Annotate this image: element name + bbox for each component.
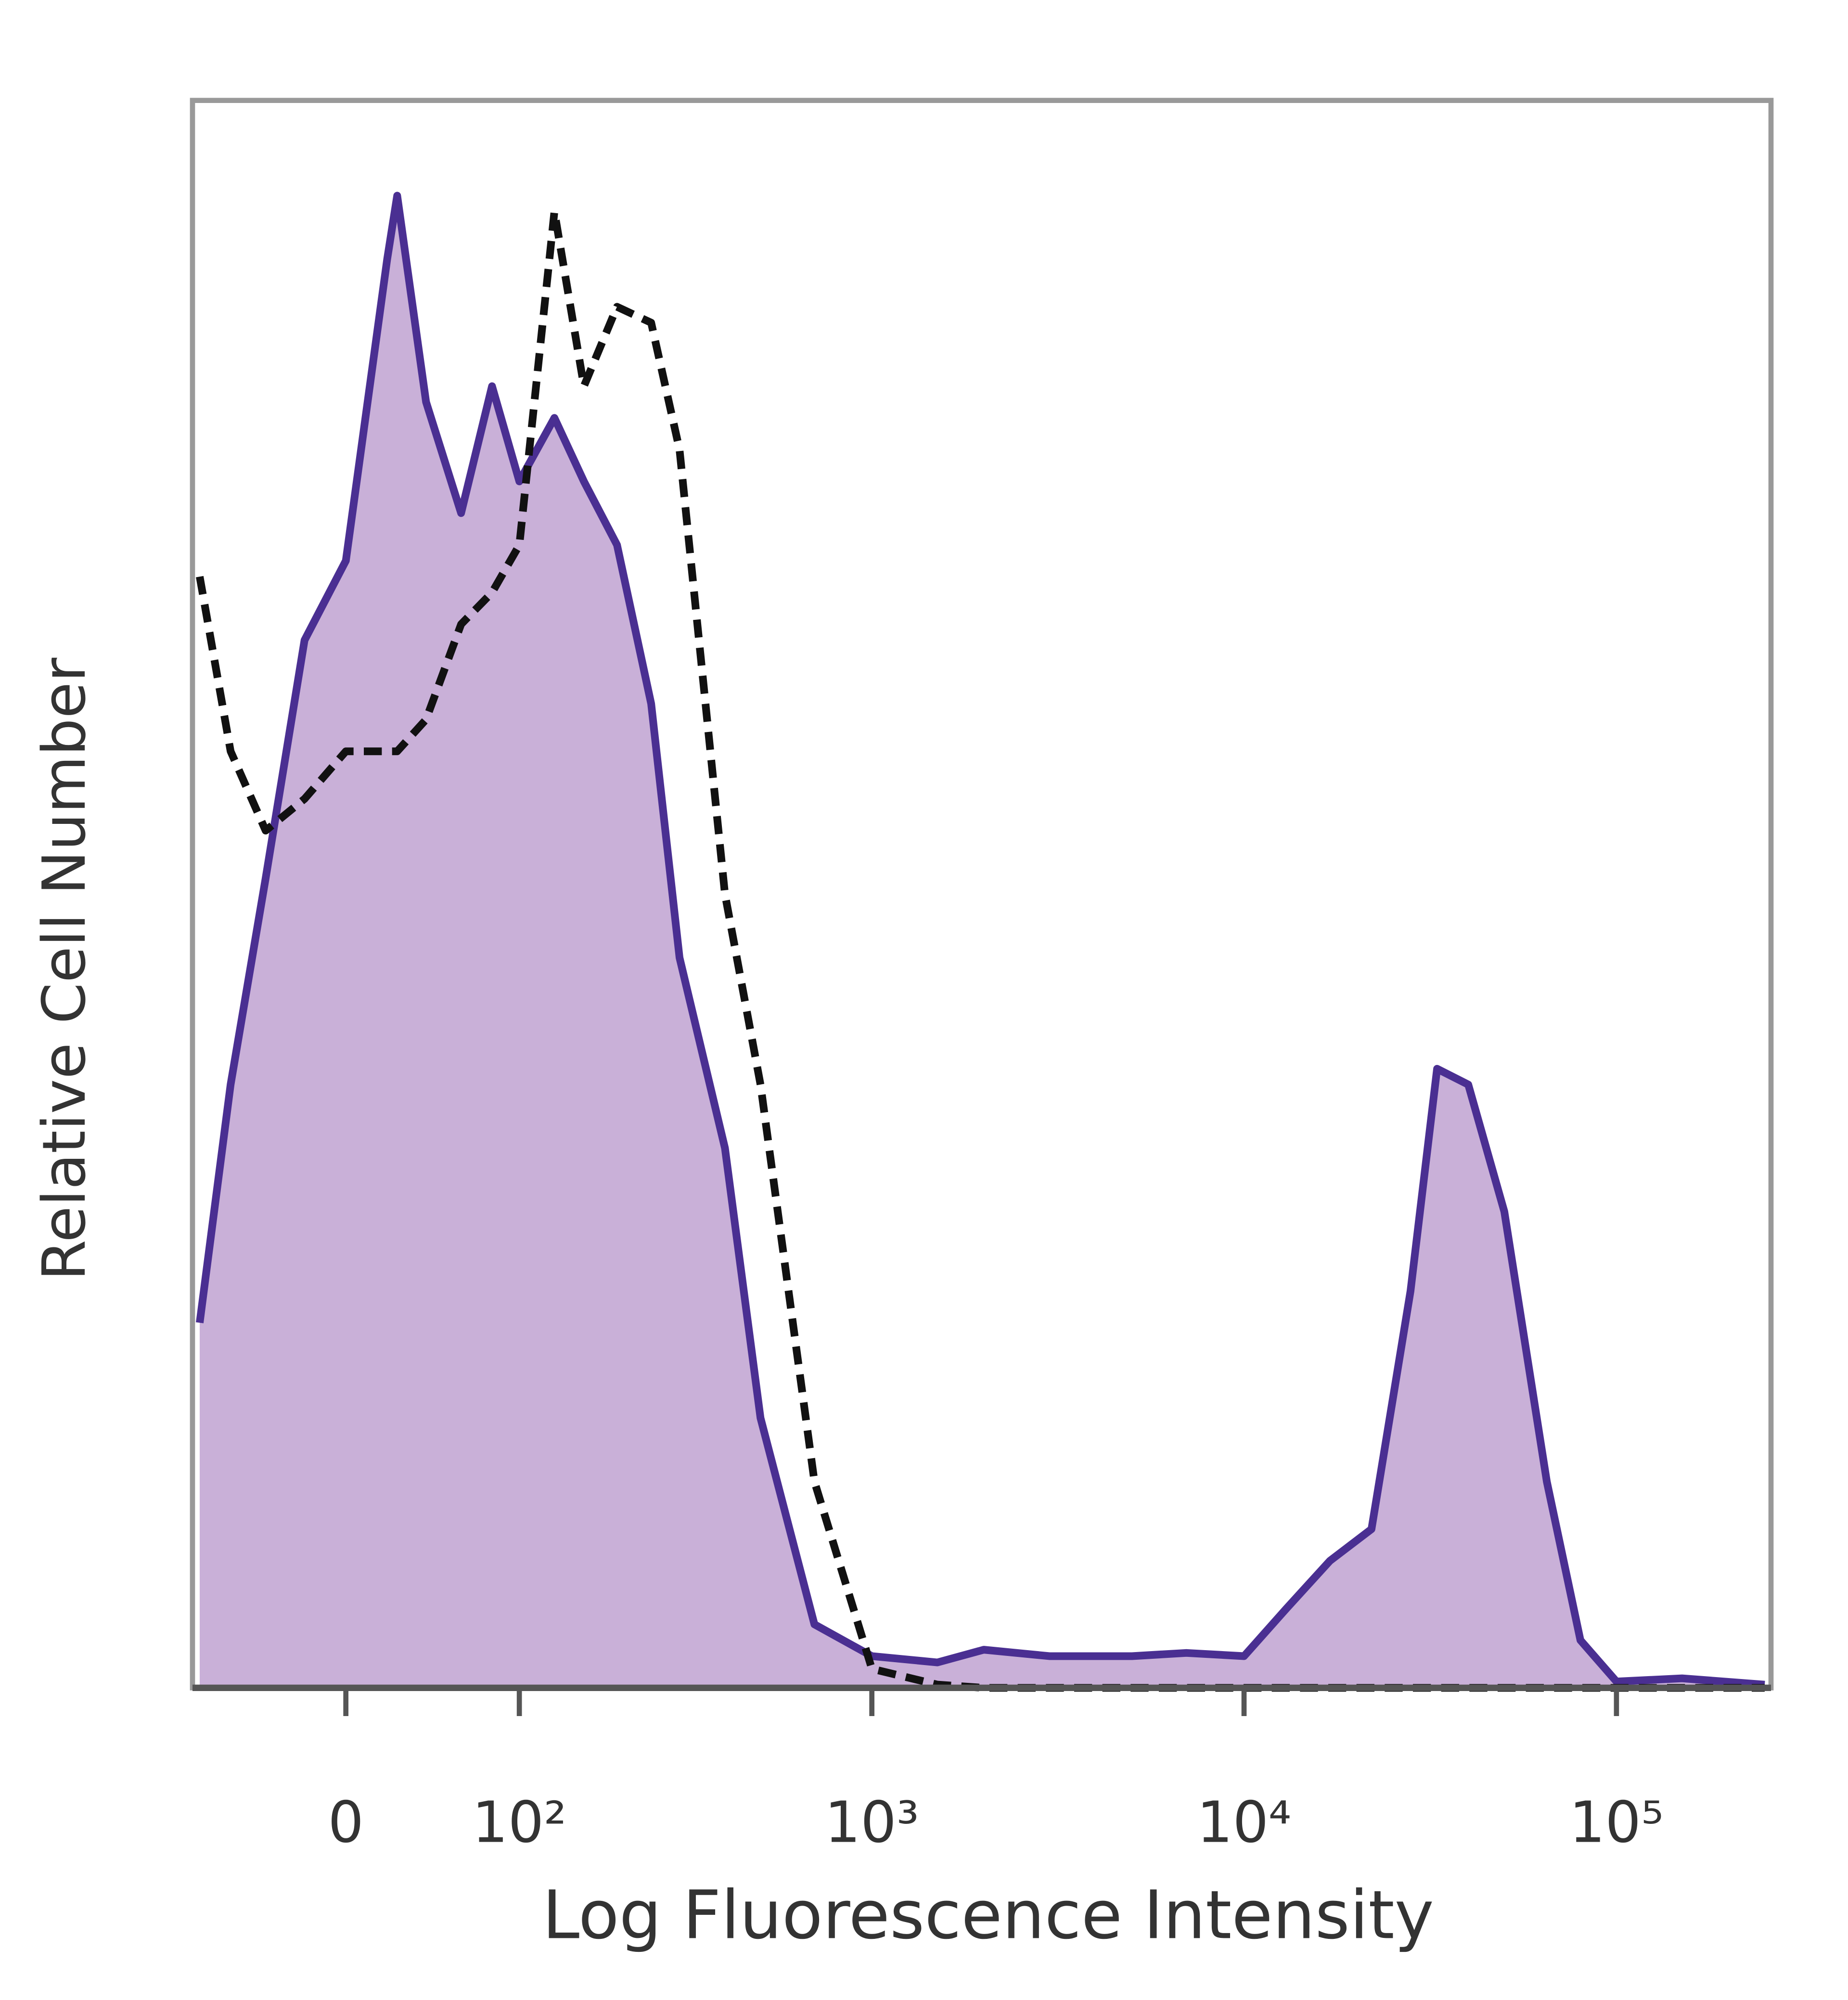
histogram-line	[195, 192, 1765, 1689]
x-tick-label: 0	[328, 1789, 364, 1855]
y-axis-label: Relative Cell Number	[30, 657, 99, 1281]
x-tick-label: 10⁴	[1197, 1789, 1291, 1855]
x-tick-label: 10³	[824, 1789, 919, 1855]
x-tick-label: 10²	[472, 1789, 566, 1855]
histogram-area	[199, 195, 1765, 1688]
x-axis-label: Log Fluorescence Intensity	[542, 1876, 1434, 1954]
x-tick-label: 10⁵	[1569, 1789, 1664, 1855]
isotype-line	[196, 207, 1765, 1692]
